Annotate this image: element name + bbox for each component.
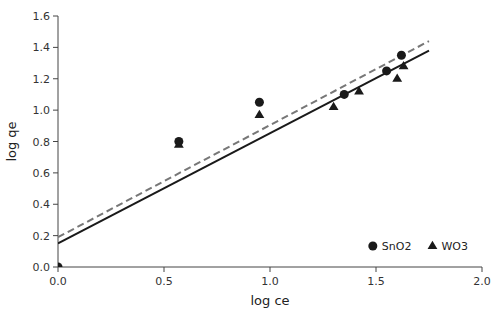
data-point	[382, 66, 391, 75]
legend-marker	[368, 242, 377, 251]
x-tick	[58, 267, 59, 272]
point-series	[174, 61, 409, 148]
data-point	[329, 102, 339, 110]
y-tick-label: 0.6	[33, 167, 51, 180]
y-tick	[53, 110, 58, 111]
y-tick-label: 1.4	[33, 41, 51, 54]
axes: 0.0 0.5 1.0 1.5 2.0 0.0 0.2 0.4 0.6 0.8 1.0 1.2 1.4 1…	[33, 10, 491, 288]
plot-area	[58, 41, 429, 267]
data-point	[354, 86, 364, 94]
y-tick	[53, 16, 58, 17]
data-point	[399, 61, 409, 69]
legend: SnO2 WO3	[368, 240, 468, 253]
y-tick-label: 0.0	[33, 261, 51, 274]
data-point	[255, 98, 264, 107]
x-tick-label: 2.0	[473, 275, 491, 288]
trend-line	[58, 51, 429, 244]
point-series	[58, 51, 406, 267]
data-point	[392, 74, 402, 82]
y-tick-label: 0.2	[33, 230, 51, 243]
x-tick-label: 0.0	[49, 275, 67, 288]
y-tick	[53, 267, 58, 268]
x-tick	[376, 267, 377, 272]
data-point	[397, 51, 406, 60]
x-axis-line	[58, 267, 482, 268]
y-tick-label: 1.6	[33, 10, 51, 23]
y-axis-line	[58, 16, 59, 267]
x-tick-label: 1.5	[367, 275, 385, 288]
y-tick-label: 0.8	[33, 136, 51, 149]
x-axis-label: log ce	[250, 293, 289, 308]
y-tick-label: 0.4	[33, 198, 51, 211]
legend-marker	[428, 241, 438, 249]
data-point	[174, 139, 184, 147]
y-tick	[53, 78, 58, 79]
x-tick	[482, 267, 483, 272]
chart: 0.0 0.5 1.0 1.5 2.0 0.0 0.2 0.4 0.6 0.8 1.0 1.2 1.4 1…	[0, 0, 500, 313]
y-tick-label: 1.0	[33, 104, 51, 117]
x-tick	[164, 267, 165, 272]
x-tick-label: 0.5	[155, 275, 173, 288]
y-tick	[53, 204, 58, 205]
y-axis-label: log qe	[4, 121, 19, 161]
y-tick	[53, 141, 58, 142]
data-point	[58, 263, 63, 268]
legend-label: WO3	[441, 240, 468, 253]
y-tick	[53, 172, 58, 173]
y-tick	[53, 47, 58, 48]
y-tick	[53, 235, 58, 236]
legend-label: SnO2	[382, 240, 412, 253]
x-tick-label: 1.0	[261, 275, 279, 288]
y-tick-label: 1.2	[33, 73, 51, 86]
trend-line	[58, 41, 429, 237]
data-point	[254, 110, 264, 118]
data-point	[340, 90, 349, 99]
x-tick	[270, 267, 271, 272]
